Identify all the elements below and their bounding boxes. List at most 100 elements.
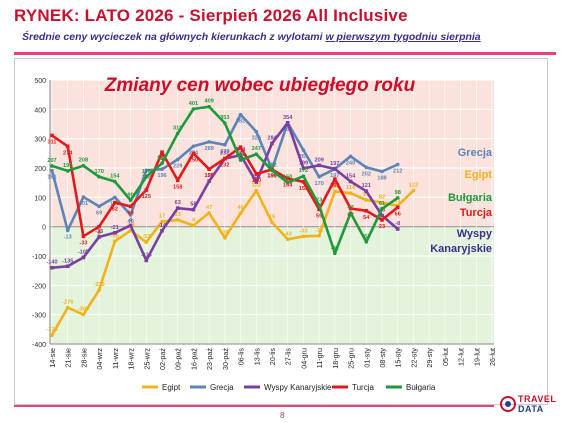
data-label: 354 (283, 115, 293, 121)
data-label: 197 (330, 161, 339, 167)
data-label: 274 (63, 150, 73, 156)
data-label: 401 (189, 101, 198, 107)
data-label: -91 (331, 245, 339, 251)
x-tick-label: 15-sty (394, 348, 403, 368)
y-tick-label: 100 (34, 195, 46, 202)
x-tick-label: 01-sty (362, 348, 371, 368)
data-label: 40 (127, 219, 133, 225)
data-label: 247 (252, 146, 261, 152)
data-label: 196 (204, 173, 213, 179)
data-label: 73 (316, 197, 322, 203)
x-tick-label: 26-lut (488, 348, 497, 366)
x-tick-label: 06-lis (237, 348, 246, 366)
data-point (97, 224, 101, 229)
data-label: 229 (173, 163, 182, 169)
data-point (333, 189, 337, 194)
data-point (50, 333, 54, 338)
data-point (285, 176, 290, 181)
footer-divider (14, 405, 494, 407)
data-label: 324 (252, 136, 262, 142)
data-point (301, 234, 306, 239)
subtitle-text: Średnie ceny wycieczek na głównych kieru… (22, 31, 326, 43)
data-point (160, 167, 164, 171)
data-point (364, 240, 369, 244)
data-label: 202 (362, 171, 371, 177)
subtitle-underlined-text: w pierwszym tygodniu sierpnia (325, 31, 481, 43)
data-point (97, 204, 101, 209)
data-label: -13 (64, 234, 72, 240)
data-label: 47 (206, 205, 212, 211)
data-point (301, 179, 306, 184)
data-label: 23 (379, 224, 385, 230)
data-point (364, 209, 369, 213)
data-point (50, 168, 54, 173)
data-point (191, 223, 196, 228)
logo-text-data: DATA (518, 404, 544, 414)
data-point (128, 223, 133, 228)
data-point (128, 204, 133, 209)
data-label: 279 (220, 149, 229, 155)
y-tick-label: -100 (32, 254, 46, 261)
data-label: 227 (236, 152, 245, 158)
x-tick-label: 18-gru (331, 348, 340, 369)
data-point (144, 258, 149, 263)
data-label: 192 (267, 162, 276, 168)
data-label: 158 (173, 184, 182, 190)
x-tick-label: 21-sie (64, 348, 73, 368)
data-label: 4 (192, 217, 196, 223)
data-label: -300 (78, 307, 89, 313)
legend-label: Egipt (162, 383, 181, 392)
x-tick-label: 25-wrz (142, 348, 151, 370)
data-label: 289 (204, 146, 213, 152)
data-point (380, 218, 384, 222)
series-side-label: Grecja (458, 147, 493, 159)
page-subtitle: Średnie ceny wycieczek na głównych kieru… (22, 31, 481, 43)
data-label: 212 (393, 168, 402, 174)
data-label: 353 (220, 115, 229, 121)
data-point (254, 172, 259, 176)
data-point (348, 154, 353, 159)
data-point (160, 219, 164, 224)
data-label: 123 (409, 183, 418, 189)
data-point (65, 264, 70, 269)
data-label: 170 (94, 169, 103, 175)
data-label: 46 (237, 205, 243, 211)
data-label: 197 (330, 173, 339, 179)
data-point (128, 198, 133, 203)
data-label: -14 (158, 223, 167, 229)
data-label: 409 (204, 99, 213, 105)
data-label: -31 (315, 228, 323, 234)
data-label: 82 (379, 195, 385, 201)
data-point (301, 174, 306, 179)
data-point (113, 231, 117, 235)
y-tick-label: -400 (32, 342, 46, 349)
data-point (380, 213, 384, 218)
x-tick-label: 09-paź (174, 348, 183, 370)
data-point (238, 153, 243, 157)
data-point (333, 251, 337, 256)
data-label: 15 (269, 214, 275, 220)
data-point (223, 236, 227, 240)
data-point (285, 121, 290, 125)
data-point (207, 104, 211, 109)
data-label: 208 (79, 158, 88, 164)
data-point (191, 207, 196, 212)
data-point (395, 196, 400, 200)
data-point (50, 265, 54, 270)
data-label: 123 (252, 183, 261, 189)
data-point (254, 152, 259, 157)
data-point (380, 206, 384, 211)
x-tick-label: 05-lut (441, 348, 450, 366)
data-label: 101 (79, 201, 88, 207)
y-tick-label: 400 (34, 107, 46, 114)
data-label: 91 (363, 192, 369, 198)
data-point (238, 158, 243, 162)
data-label: 254 (157, 156, 167, 162)
data-label: -115 (141, 252, 152, 258)
data-label: -50 (111, 233, 119, 239)
data-point (223, 121, 227, 125)
data-point (175, 178, 180, 183)
data-point (65, 228, 70, 233)
x-tick-label: 02-paź (158, 348, 167, 370)
data-point (50, 133, 54, 138)
